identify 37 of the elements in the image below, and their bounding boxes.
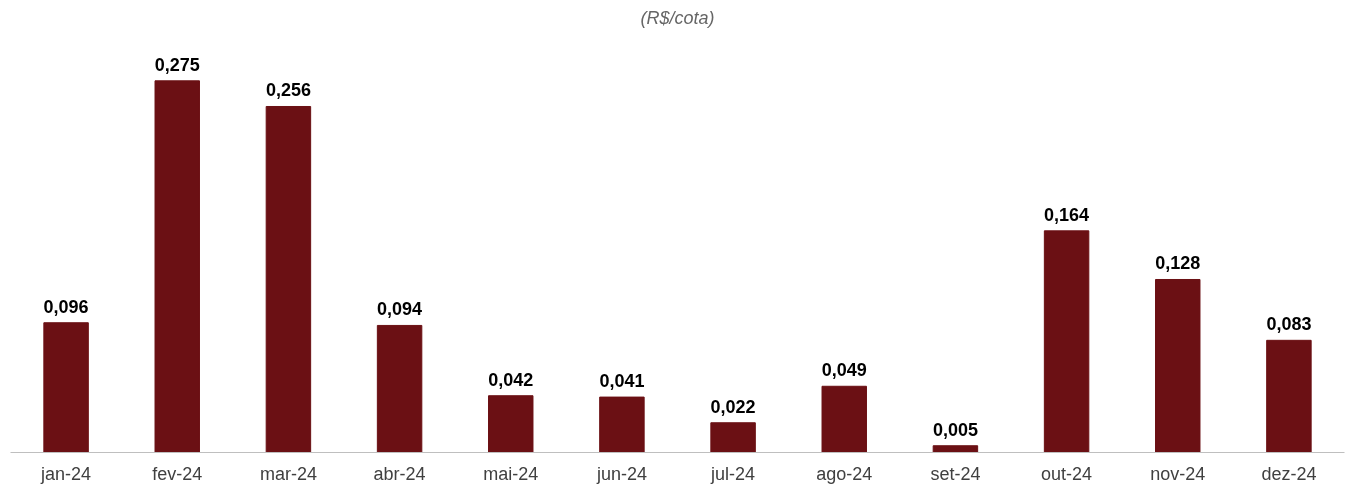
x-tick-label: ago-24 [816,463,873,484]
data-label: 0,049 [821,360,867,381]
chart-subtitle: (R$/cota) [640,7,715,28]
x-tick-label: fev-24 [152,463,203,484]
bar [710,422,756,453]
bar [1266,339,1312,453]
bar [265,106,312,453]
x-tick-label: mar-24 [259,463,317,484]
data-label: 0,005 [932,419,978,440]
x-tick-label: abr-24 [373,463,426,484]
x-tick-label: jun-24 [595,463,647,484]
bar [488,395,534,453]
bar [376,324,423,453]
x-tick-label: out-24 [1041,463,1093,484]
bar [1043,230,1090,453]
x-tick-label: jan-24 [40,463,92,484]
data-label: 0,041 [599,371,645,392]
bar [154,80,200,453]
bar [821,385,867,453]
data-label: 0,164 [1044,204,1090,225]
bar [932,445,979,453]
bar [599,396,645,453]
data-label: 0,094 [377,299,423,320]
x-tick-label: jul-24 [710,463,756,484]
data-label: 0,083 [1266,314,1312,335]
data-label: 0,096 [43,296,89,317]
data-label: 0,256 [265,80,311,101]
data-label: 0,128 [1155,253,1201,274]
x-tick-label: dez-24 [1261,463,1317,484]
x-tick-label: nov-24 [1150,463,1206,484]
data-label: 0,275 [154,54,200,75]
x-tick-label: mai-24 [483,463,539,484]
data-label: 0,022 [710,396,756,417]
bar [1155,279,1201,453]
x-tick-label: set-24 [930,463,981,484]
bar [43,322,89,453]
data-label: 0,042 [488,369,534,390]
